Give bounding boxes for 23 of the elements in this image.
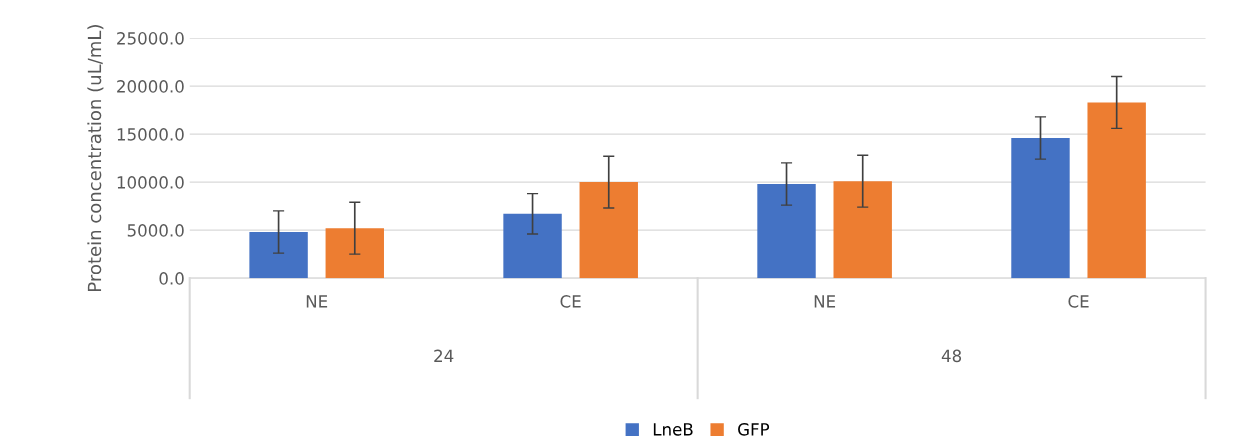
x-tick-label: NE — [814, 295, 836, 308]
y-axis-title: Protein concentration (uL/mL) — [87, 25, 104, 291]
legend-label: LneB — [653, 423, 693, 436]
bar — [325, 228, 384, 279]
bar — [757, 184, 816, 279]
x-tick-label: CE — [560, 295, 581, 308]
text: 48 — [941, 349, 962, 363]
legend-label: GFP — [738, 423, 770, 436]
y-tick-label: 0.0 — [159, 272, 184, 285]
y-tick-label: 5000.0 — [127, 224, 184, 237]
bar — [1011, 137, 1070, 279]
bar — [833, 181, 892, 279]
x-tick-label: CE — [1068, 295, 1089, 308]
y-tick-label: 25000.0 — [117, 32, 184, 45]
x-tick-label: NE — [306, 295, 328, 308]
text: 24 — [434, 349, 454, 362]
bar — [503, 213, 562, 279]
bar — [249, 232, 308, 279]
y-tick-label: 10000.0 — [117, 176, 184, 189]
bar — [1087, 102, 1146, 279]
bar — [579, 182, 638, 279]
y-tick-label: 15000.0 — [117, 128, 184, 141]
y-tick-label: 20000.0 — [117, 80, 184, 93]
